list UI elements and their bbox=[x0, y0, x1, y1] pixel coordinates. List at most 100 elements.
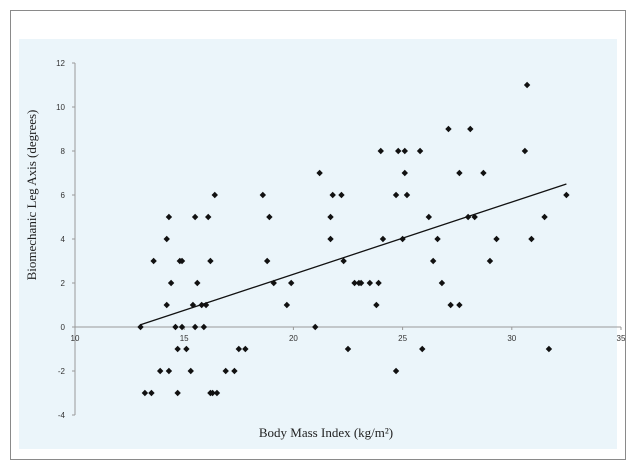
data-point bbox=[242, 345, 249, 353]
data-point bbox=[434, 235, 441, 243]
data-point bbox=[163, 301, 170, 309]
data-point bbox=[403, 191, 411, 199]
data-point bbox=[187, 367, 194, 375]
data-point bbox=[464, 213, 472, 221]
data-point bbox=[137, 323, 144, 331]
trendline bbox=[140, 183, 567, 326]
data-point bbox=[523, 81, 531, 89]
data-point bbox=[340, 257, 347, 265]
trendline-layer bbox=[140, 183, 567, 326]
data-point bbox=[191, 323, 199, 331]
y-tick-label: 6 bbox=[61, 191, 66, 200]
data-point bbox=[377, 147, 384, 155]
data-point bbox=[231, 367, 238, 375]
data-point bbox=[213, 389, 221, 397]
x-tick-label: 15 bbox=[180, 334, 189, 343]
data-point bbox=[392, 367, 400, 375]
data-point bbox=[563, 191, 570, 199]
data-point bbox=[480, 169, 487, 177]
x-tick-label: 20 bbox=[289, 334, 298, 343]
y-tick-label: 2 bbox=[61, 279, 66, 288]
data-point bbox=[191, 213, 199, 221]
data-point bbox=[222, 367, 229, 375]
data-point bbox=[486, 257, 494, 265]
data-point bbox=[399, 235, 406, 243]
plot-area-background bbox=[19, 39, 617, 449]
data-points-layer bbox=[137, 81, 570, 397]
data-point bbox=[375, 279, 382, 287]
data-point bbox=[172, 323, 179, 331]
data-point bbox=[194, 279, 201, 287]
x-tick-label: 35 bbox=[617, 334, 626, 343]
data-point bbox=[148, 389, 155, 397]
scatter-chart: -4 -2 0 2 4 6 8 10 12 10 15 20 25 30 35 Biomechanic L… bbox=[19, 39, 626, 449]
data-point bbox=[259, 191, 267, 199]
data-point bbox=[270, 279, 277, 287]
data-point bbox=[178, 257, 186, 265]
data-point bbox=[150, 257, 157, 265]
data-point bbox=[395, 147, 402, 155]
data-point bbox=[189, 301, 197, 309]
x-axis: 10 15 20 25 30 35 bbox=[71, 326, 626, 343]
data-point bbox=[493, 235, 500, 243]
y-tick-label: 8 bbox=[61, 147, 66, 156]
data-point bbox=[205, 213, 212, 221]
data-point bbox=[456, 169, 463, 177]
data-point bbox=[202, 301, 210, 309]
data-point bbox=[235, 345, 242, 353]
data-point bbox=[156, 367, 164, 375]
data-point bbox=[329, 191, 336, 199]
y-tick-label: -4 bbox=[58, 411, 66, 420]
data-point bbox=[366, 279, 374, 287]
data-point bbox=[312, 323, 319, 331]
data-point bbox=[198, 301, 205, 309]
y-tick-label: 0 bbox=[61, 323, 66, 332]
data-point bbox=[200, 323, 208, 331]
data-point bbox=[266, 213, 273, 221]
data-point bbox=[528, 235, 535, 243]
data-point bbox=[263, 257, 271, 265]
data-point bbox=[521, 147, 529, 155]
data-point bbox=[165, 367, 173, 375]
data-point bbox=[207, 257, 214, 265]
data-point bbox=[392, 191, 400, 199]
x-axis-title: Body Mass Index (kg/m²) bbox=[259, 425, 393, 440]
data-point bbox=[401, 147, 408, 155]
data-point bbox=[316, 169, 323, 177]
data-point bbox=[327, 213, 334, 221]
data-point bbox=[283, 301, 291, 309]
data-point bbox=[327, 235, 334, 243]
data-point bbox=[429, 257, 437, 265]
data-point bbox=[338, 191, 345, 199]
x-tick-label: 10 bbox=[71, 334, 80, 343]
data-point bbox=[379, 235, 387, 243]
y-tick-label: 12 bbox=[56, 59, 65, 68]
data-point bbox=[416, 147, 424, 155]
data-point bbox=[541, 213, 548, 221]
data-point bbox=[447, 301, 454, 309]
data-point bbox=[545, 345, 553, 353]
y-tick-label: -2 bbox=[58, 367, 66, 376]
data-point bbox=[425, 213, 433, 221]
y-tick-label: 4 bbox=[61, 235, 66, 244]
data-point bbox=[401, 169, 408, 177]
data-point bbox=[209, 389, 216, 397]
data-point bbox=[351, 279, 358, 287]
y-axis: -4 -2 0 2 4 6 8 10 12 bbox=[56, 59, 76, 420]
data-point bbox=[357, 279, 365, 287]
data-point bbox=[165, 213, 173, 221]
data-point bbox=[419, 345, 426, 353]
y-tick-label: 10 bbox=[56, 103, 65, 112]
data-point bbox=[373, 301, 380, 309]
data-point bbox=[471, 213, 478, 221]
data-point bbox=[344, 345, 352, 353]
data-point bbox=[288, 279, 295, 287]
data-point bbox=[167, 279, 175, 287]
data-point bbox=[141, 389, 149, 397]
data-point bbox=[174, 345, 181, 353]
data-point bbox=[163, 235, 170, 243]
data-point bbox=[438, 279, 446, 287]
x-tick-label: 30 bbox=[507, 334, 516, 343]
y-axis-title: Biomechanic Leg Axis (degrees) bbox=[24, 110, 39, 281]
data-point bbox=[211, 191, 218, 199]
